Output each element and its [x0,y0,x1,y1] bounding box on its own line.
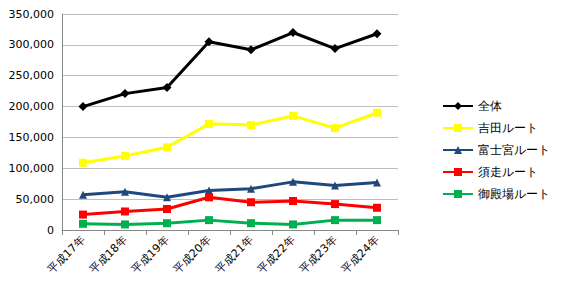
svg-text:250,000: 250,000 [9,69,55,82]
svg-text:平成17年: 平成17年 [45,233,87,275]
svg-text:平成19年: 平成19年 [129,233,171,275]
svg-text:全体: 全体 [478,99,502,113]
svg-text:平成24年: 平成24年 [339,233,381,275]
svg-text:100,000: 100,000 [9,162,55,175]
svg-text:150,000: 150,000 [9,131,55,144]
svg-text:200,000: 200,000 [9,100,55,113]
svg-text:富士宮ルート: 富士宮ルート [478,143,550,157]
svg-text:御殿場ルート: 御殿場ルート [478,187,550,201]
svg-text:吉田ルート: 吉田ルート [478,121,538,135]
svg-text:平成23年: 平成23年 [297,233,339,275]
svg-text:0: 0 [47,224,54,237]
svg-text:平成18年: 平成18年 [87,233,129,275]
svg-text:300,000: 300,000 [9,38,55,51]
svg-text:平成22年: 平成22年 [255,233,297,275]
svg-text:50,000: 50,000 [16,193,55,206]
svg-text:平成21年: 平成21年 [213,233,255,275]
svg-text:平成20年: 平成20年 [171,233,213,275]
svg-text:須走ルート: 須走ルート [478,165,538,179]
svg-text:350,000: 350,000 [9,8,55,21]
